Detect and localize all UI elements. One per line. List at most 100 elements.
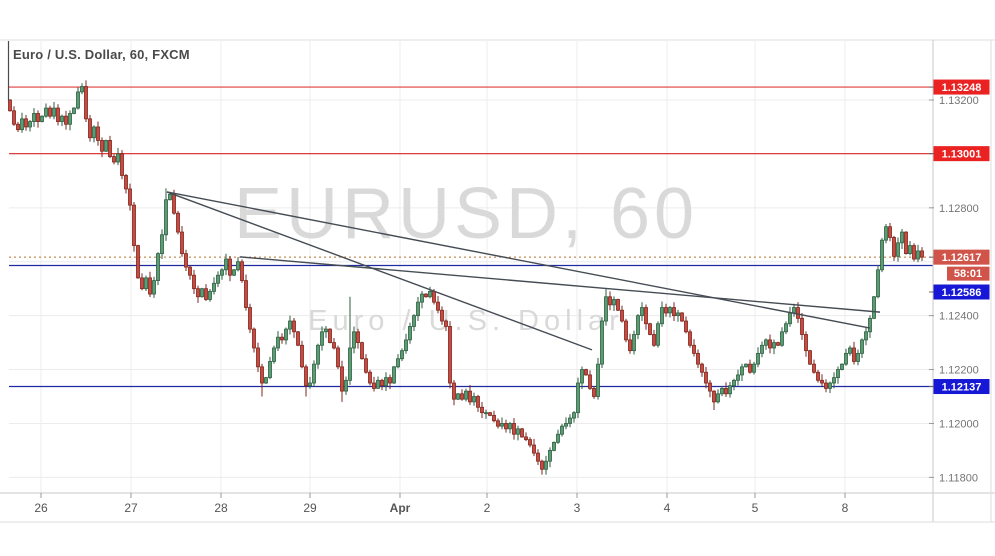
candle-body (296, 331, 300, 346)
symbol-title[interactable]: Euro / U.S. Dollar, 60, FXCM (13, 47, 190, 62)
last-price-badge-label: 1.12617 (942, 252, 982, 264)
candle-body (636, 315, 640, 335)
candle-body (92, 126, 96, 139)
candle-body (96, 126, 100, 141)
candle-body (568, 417, 572, 424)
candle-body (52, 107, 56, 117)
candle-body (356, 331, 360, 343)
candle-body (164, 199, 168, 236)
candle-body (464, 390, 468, 400)
candle-body (532, 444, 536, 454)
trendline-minor[interactable] (239, 256, 881, 313)
candle-body (152, 280, 156, 295)
candle-body (176, 212, 180, 233)
trendline-steep[interactable] (166, 191, 593, 351)
blue-level-badge-label: 1.12137 (942, 382, 982, 394)
candle-body (492, 414, 496, 422)
candle-body (460, 393, 464, 400)
candle-body (448, 326, 452, 384)
candle-body (468, 390, 472, 403)
candle-body (672, 307, 676, 317)
candle-body (256, 347, 260, 368)
candle-body (824, 382, 828, 389)
price-axis[interactable]: 1.13200 1.12800 1.12400 1.12200 1.12000 1.118… (929, 95, 979, 484)
candle-body (696, 352, 700, 365)
candle-body (376, 379, 380, 389)
candle-body (484, 412, 488, 415)
candle-body (704, 371, 708, 384)
candle-body (416, 301, 420, 317)
candle-body (360, 342, 364, 360)
candle-body (600, 320, 604, 365)
candle-body (688, 331, 692, 346)
time-tick-label: 28 (214, 501, 228, 515)
countdown-badge (947, 266, 990, 281)
candle-body (232, 269, 236, 276)
candle-body (348, 347, 352, 381)
candle-body (644, 307, 648, 325)
candle-body (832, 377, 836, 384)
red-level-badge-label: 1.13001 (942, 149, 982, 161)
price-badges: 1.13248 1.13001 1.12586 1.12137 1.12617 58:01 (929, 79, 990, 395)
candle-body (404, 339, 408, 352)
trendline-upper[interactable] (166, 191, 871, 329)
candle-body (700, 363, 704, 373)
time-tick-label: Apr (390, 501, 411, 515)
candle-body (844, 352, 848, 365)
candle-body (856, 352, 860, 362)
candle-body (792, 307, 796, 314)
candle-body (128, 188, 132, 206)
candle-body (84, 86, 88, 120)
candle-body (648, 323, 652, 335)
candle-body (8, 99, 12, 112)
candle-body (880, 239, 884, 271)
candle-body (500, 423, 504, 427)
candle-body (144, 277, 148, 290)
candle-body (212, 282, 216, 292)
candle-body (904, 231, 908, 255)
candle-body (384, 377, 388, 387)
candle-body (204, 288, 208, 300)
watermark-symbol: EURUSD, 60 (234, 174, 698, 254)
candle-body (136, 245, 140, 279)
price-tick-label: 1.12800 (939, 203, 979, 215)
price-tick-label: 1.12400 (939, 311, 979, 323)
time-tick-label: 4 (664, 501, 671, 515)
candle-body (36, 113, 40, 122)
candle-body (748, 363, 752, 373)
watermark: EURUSD, 60 Euro / U.S. Dollar (234, 174, 698, 337)
candle-body (620, 309, 624, 322)
candle-body (732, 379, 736, 387)
candle-body (516, 428, 520, 435)
candle-body (816, 371, 820, 381)
candle-body (400, 350, 404, 360)
candle-body (576, 382, 580, 414)
candle-body (860, 339, 864, 354)
candle-body (264, 377, 268, 384)
candle-body (892, 237, 896, 257)
candle-body (332, 342, 336, 349)
candle-body (840, 363, 844, 370)
candle-body (440, 309, 444, 322)
candle-body (156, 253, 160, 281)
candle-body (692, 344, 696, 354)
candle-body (780, 331, 784, 346)
candle-body (872, 296, 876, 319)
candle-body (512, 423, 516, 435)
candle-body (268, 361, 272, 379)
candle-body (388, 377, 392, 384)
candle-body (188, 266, 192, 276)
candle-body (120, 153, 124, 176)
candle-body (396, 358, 400, 368)
candle-body (220, 269, 224, 276)
candle-body (392, 366, 396, 384)
candle-body (676, 312, 680, 317)
candle-body (536, 452, 540, 462)
time-axis[interactable]: 26 27 28 29 Apr 2 3 4 5 8 (34, 493, 849, 515)
time-tick-label: 2 (484, 501, 491, 515)
candle-body (776, 342, 780, 346)
candle-body (104, 140, 108, 152)
candle-body (252, 328, 256, 349)
candle-body (116, 153, 120, 163)
